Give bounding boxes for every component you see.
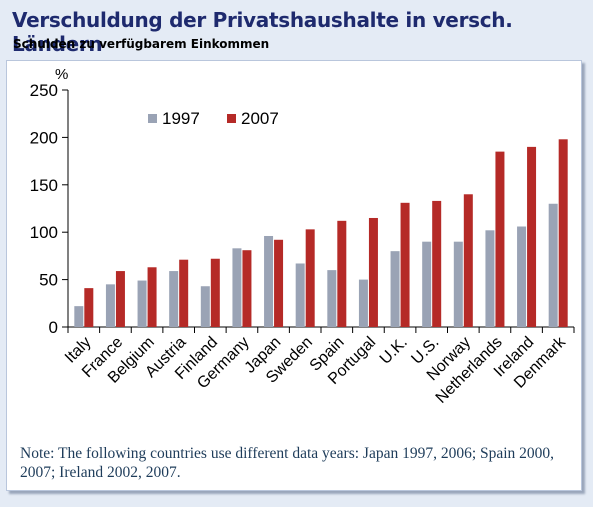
bar-sweden-2007: [305, 229, 315, 327]
legend: 1997 2007: [148, 109, 279, 128]
legend-swatch-1997: [148, 114, 157, 123]
bar-sweden-1997: [295, 263, 305, 327]
bar-belgium-2007: [147, 267, 157, 327]
bar-japan-1997: [264, 235, 274, 327]
bar-japan-2007: [274, 239, 284, 327]
bar-ireland-2007: [527, 146, 537, 327]
bar-portugal-1997: [358, 279, 368, 327]
chart-subtitle: Schulden zu verfügbarem Einkommen: [13, 37, 270, 51]
bar-belgium-1997: [137, 280, 147, 327]
bar-u-s-1997: [422, 241, 432, 327]
y-tick-label: 250: [30, 81, 58, 100]
bar-portugal-2007: [368, 217, 378, 327]
bar-netherlands-2007: [495, 151, 505, 327]
y-axis-unit: %: [55, 66, 68, 83]
bar-norway-1997: [453, 241, 463, 327]
bar-norway-2007: [463, 194, 473, 327]
bar-france-2007: [115, 271, 125, 327]
bar-germany-2007: [242, 250, 252, 327]
y-tick-label: 0: [49, 318, 58, 337]
y-tick-label: 50: [39, 271, 58, 290]
bar-finland-1997: [200, 286, 210, 327]
bar-spain-1997: [327, 270, 337, 327]
bar-italy-2007: [84, 288, 94, 327]
legend-label-2007: 2007: [241, 109, 279, 128]
bar-italy-1997: [74, 306, 84, 327]
bar-spain-2007: [337, 220, 347, 327]
bar-ireland-1997: [517, 226, 527, 327]
y-tick-label: 100: [30, 223, 58, 242]
bar-denmark-1997: [548, 203, 558, 327]
footnote: Note: The following countries use differ…: [20, 445, 555, 481]
bar-u-k-2007: [400, 202, 410, 327]
bar-finland-2007: [210, 258, 220, 327]
bar-austria-2007: [179, 259, 189, 327]
y-tick-label: 150: [30, 176, 58, 195]
y-tick-label: 200: [30, 128, 58, 147]
legend-label-1997: 1997: [162, 109, 200, 128]
bar-netherlands-1997: [485, 230, 495, 327]
x-tick-label: U.K.: [377, 334, 411, 368]
legend-swatch-2007: [227, 114, 236, 123]
chart-title: Verschuldung der Privatshaushalte in ver…: [12, 8, 513, 56]
bar-austria-1997: [169, 271, 179, 327]
bar-france-1997: [105, 284, 115, 327]
bar-u-s-2007: [432, 200, 442, 327]
bar-denmark-2007: [558, 139, 568, 327]
bar-u-k-1997: [390, 251, 400, 327]
bars: [74, 139, 568, 327]
bar-germany-1997: [232, 248, 242, 327]
